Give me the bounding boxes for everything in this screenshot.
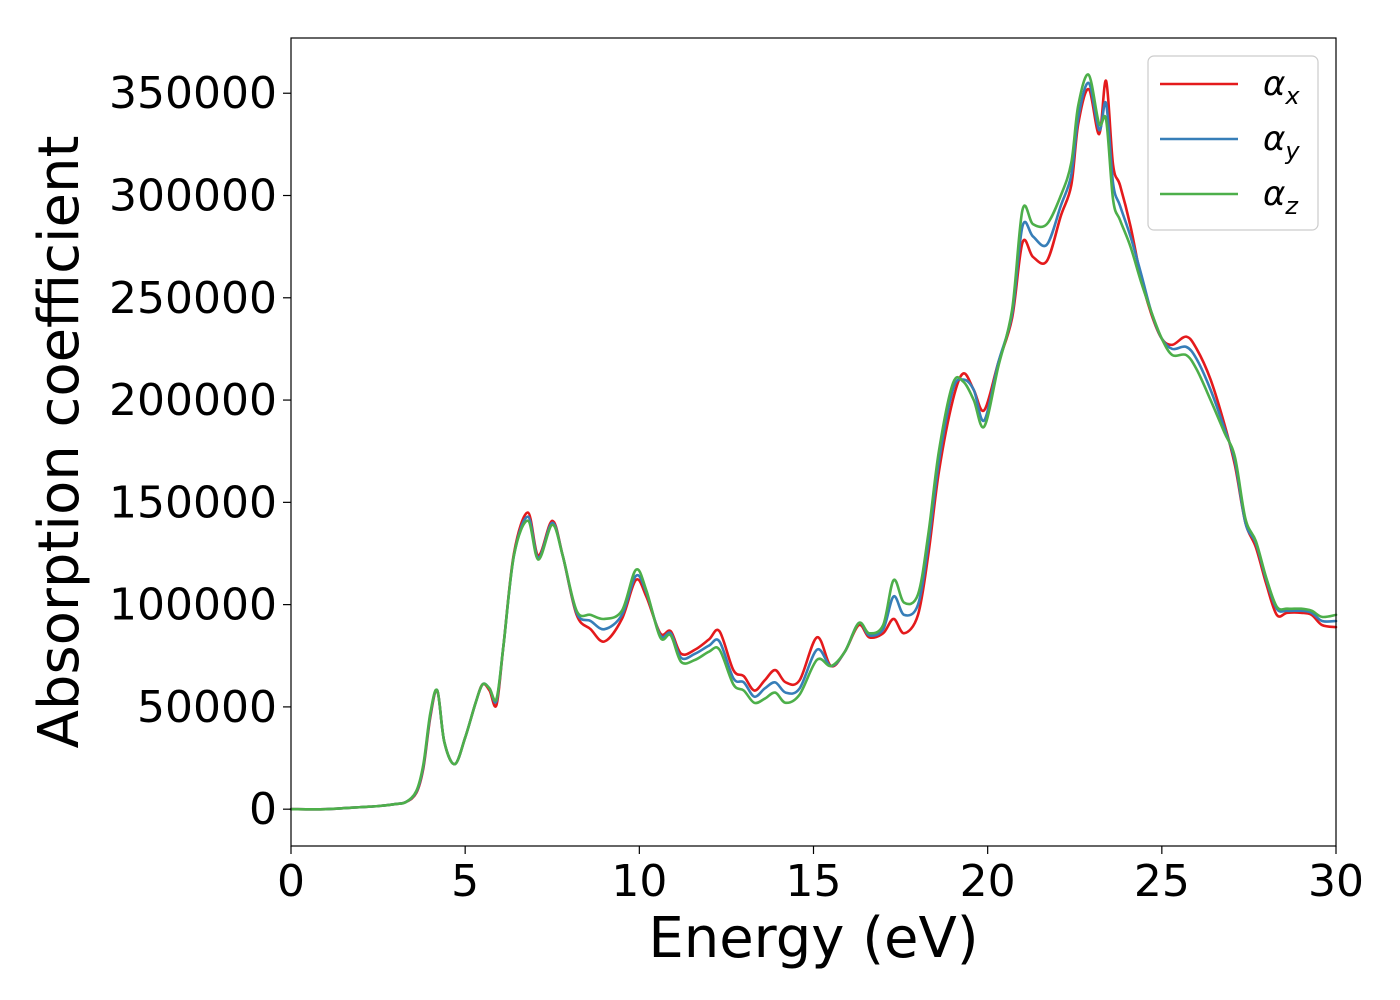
legend-label-z: αz [1263,174,1299,220]
x-axis-label: Energy (eV) [648,906,978,971]
y-tick-label: 0 [249,784,277,835]
y-tick-label: 200000 [109,375,277,426]
x-tick-label: 10 [611,856,667,907]
x-tick-label: 5 [451,856,479,907]
y-tick-label: 150000 [109,477,277,528]
legend-box [1147,55,1319,231]
legend: αx αy αz [1147,55,1319,231]
legend-label-x: αx [1263,64,1300,110]
x-tick-label: 20 [960,856,1016,907]
series-group [289,73,1338,811]
x-tick-label: 0 [277,856,305,907]
y-axis-label: Absorption coefficient [27,136,92,749]
x-tick-label: 30 [1308,856,1364,907]
x-axis-ticks: 0 5 10 15 20 25 30 [277,846,1364,907]
y-tick-label: 300000 [109,171,277,222]
y-axis-ticks: 0 50000 100000 150000 200000 250000 300000 3500… [109,68,291,835]
series-line-z [289,73,1338,811]
x-tick-label: 25 [1134,856,1190,907]
y-tick-label: 50000 [137,682,277,733]
y-tick-label: 100000 [109,580,277,631]
y-tick-label: 350000 [109,68,277,119]
x-tick-label: 15 [786,856,842,907]
legend-label-y: αy [1263,119,1300,165]
y-tick-label: 250000 [109,273,277,324]
legend-entries: αx αy αz [1160,64,1300,220]
